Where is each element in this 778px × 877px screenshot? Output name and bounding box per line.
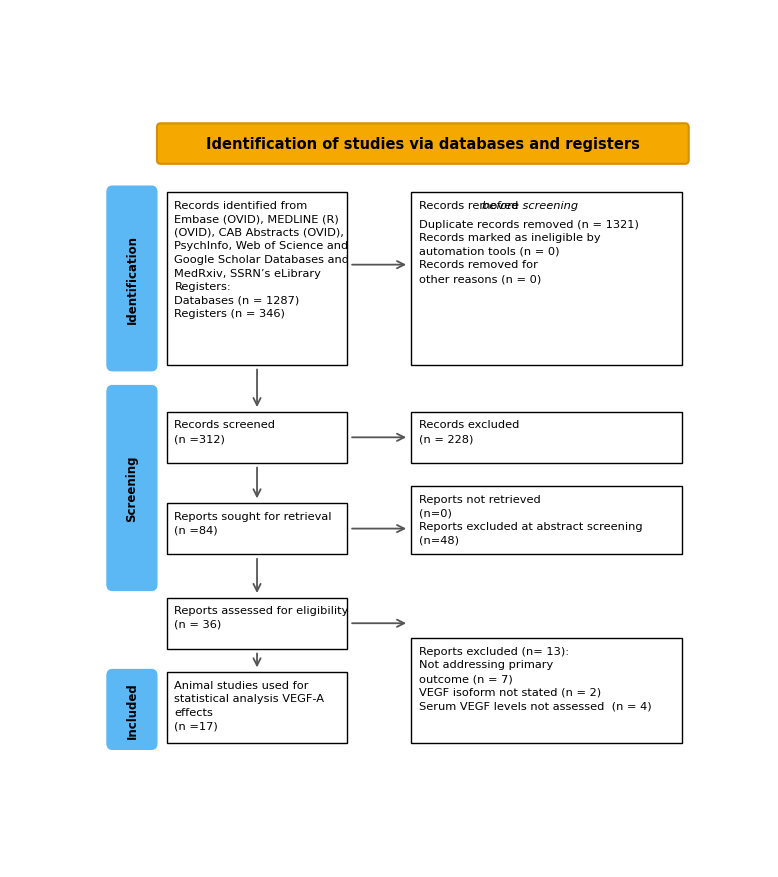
FancyBboxPatch shape — [157, 125, 689, 165]
Text: Animal studies used for
statistical analysis VEGF-A
effects
(n =17): Animal studies used for statistical anal… — [174, 680, 324, 731]
Text: Identification of studies via databases and registers: Identification of studies via databases … — [206, 137, 640, 152]
Text: Records removed: Records removed — [419, 201, 521, 210]
FancyBboxPatch shape — [107, 186, 157, 372]
FancyBboxPatch shape — [166, 503, 348, 554]
FancyBboxPatch shape — [166, 598, 348, 649]
FancyBboxPatch shape — [107, 386, 157, 591]
Text: Records identified from
Embase (OVID), MEDLINE (R)
(OVID), CAB Abstracts (OVID),: Records identified from Embase (OVID), M… — [174, 201, 349, 319]
Text: before screening: before screening — [482, 201, 578, 210]
Text: Duplicate records removed (n = 1321)
Records marked as ineligible by
automation : Duplicate records removed (n = 1321) Rec… — [419, 219, 639, 283]
Text: Reports assessed for eligibility
(n = 36): Reports assessed for eligibility (n = 36… — [174, 606, 349, 629]
FancyBboxPatch shape — [166, 193, 348, 365]
FancyBboxPatch shape — [166, 673, 348, 744]
Text: Included: Included — [125, 681, 138, 738]
Text: Records excluded
(n = 228): Records excluded (n = 228) — [419, 420, 519, 444]
FancyBboxPatch shape — [411, 638, 682, 744]
Text: Records screened
(n =312): Records screened (n =312) — [174, 420, 275, 444]
Text: :: : — [546, 201, 550, 210]
FancyBboxPatch shape — [411, 412, 682, 463]
FancyBboxPatch shape — [166, 412, 348, 463]
FancyBboxPatch shape — [107, 669, 157, 750]
Text: Reports sought for retrieval
(n =84): Reports sought for retrieval (n =84) — [174, 511, 332, 535]
FancyBboxPatch shape — [411, 193, 682, 365]
Text: Reports excluded (n= 13):
Not addressing primary
outcome (n = 7)
VEGF isoform no: Reports excluded (n= 13): Not addressing… — [419, 646, 651, 710]
FancyBboxPatch shape — [411, 487, 682, 554]
Text: Reports not retrieved
(n=0)
Reports excluded at abstract screening
(n=48): Reports not retrieved (n=0) Reports excl… — [419, 495, 643, 545]
Text: Identification: Identification — [125, 235, 138, 324]
Text: Screening: Screening — [125, 455, 138, 522]
